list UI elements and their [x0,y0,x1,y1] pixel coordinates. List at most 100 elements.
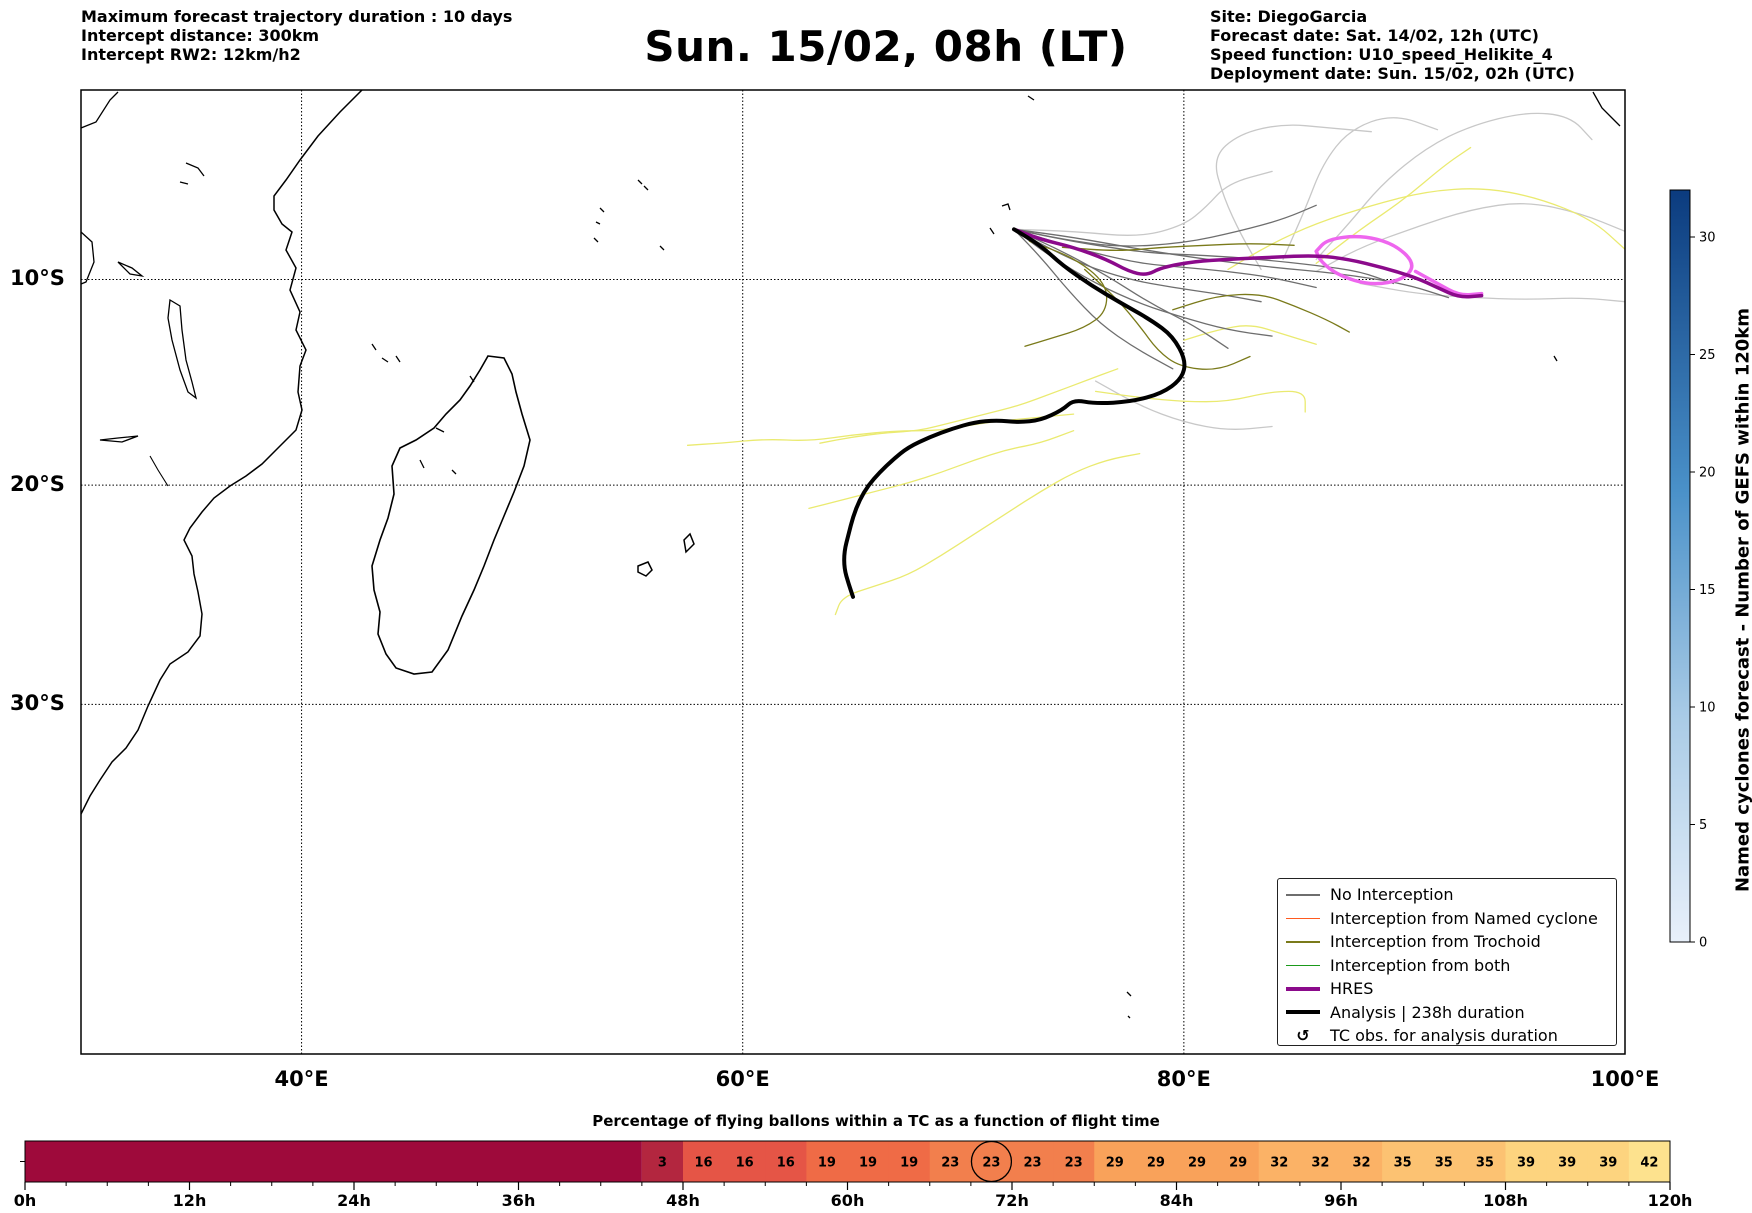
colorbar-ticks: 0 5 10 15 20 25 30 [1690,231,1716,951]
trajectory-layer [686,112,1625,616]
horn-coastline [81,91,119,129]
bar-cell-value: 19 [818,1156,836,1171]
bar-cell-value: 19 [900,1156,918,1171]
africa-coastline [81,90,363,815]
trajectory-nointerception-light [1282,117,1439,261]
zanzibar-islands [419,375,475,475]
colorbar-tick-label: 10 [1699,701,1716,716]
bar-cell [929,1141,972,1182]
bar-cell [1464,1141,1506,1182]
bar-cell-value: 32 [1311,1156,1329,1171]
bar-tick-label: 96h [1324,1191,1358,1210]
page-title: Sun. 15/02, 08h (LT) [644,22,1128,71]
bar-tick-label: 120h [1648,1191,1693,1210]
bar-tick-label: 60h [831,1191,865,1210]
mauritius-island [683,532,695,554]
legend-label: Interception from Named cyclone [1330,908,1598,928]
bar-cell-value: 35 [1476,1156,1494,1171]
legend-entry: ↺ TC obs. for analysis duration [1278,1024,1616,1048]
trajectory-trochoid-light [808,430,1075,510]
colorbar: 0 5 10 15 20 25 30 [1669,189,1716,951]
trajectory-trochoid-light [834,452,1141,616]
bar-cell [1217,1141,1260,1182]
lon-tick-label: 60°E [715,1067,770,1091]
bar-cell-value: 29 [1229,1156,1247,1171]
percentage-bar-title: Percentage of flying ballons within a TC… [592,1112,1160,1130]
inland-line [149,455,169,487]
legend-swatch [1286,894,1320,896]
lat-tick-label: 20°S [10,472,65,497]
bar-cell-value: 39 [1517,1156,1535,1171]
lon-tick-label: 80°E [1156,1067,1211,1091]
bar-cell-value: 23 [941,1156,959,1171]
bar-cell-value: 19 [859,1156,877,1171]
trajectory-hres-light [1413,269,1484,297]
bar-cell-value: 39 [1599,1156,1617,1171]
trajectory-nointerception-light [1215,124,1372,271]
legend-label: Interception from both [1330,955,1511,975]
trajectory-analysis [842,227,1187,599]
legend-label: No Interception [1330,885,1454,905]
chagos-islands [1027,91,1621,127]
colorbar-tick-label: 15 [1699,583,1716,598]
bar-tick-label: 48h [666,1191,700,1210]
bar-cell-value: 42 [1640,1156,1658,1171]
legend-swatch [1286,941,1320,943]
site-parameters: Site: DiegoGarcia Forecast date: Sat. 14… [1210,7,1575,83]
bar-cell [1628,1141,1671,1182]
deployment-date-line: Deployment date: Sun. 15/02, 02h (UTC) [1210,64,1575,83]
bar-cell [1176,1141,1219,1182]
trajectory-trochoid [1061,243,1295,251]
legend-label: HRES [1330,979,1374,999]
lat-tick-label: 30°S [10,691,65,716]
bar-cell-value: 16 [695,1156,713,1171]
diego-garcia-island [989,203,1011,235]
lon-tick-label: 100°E [1590,1067,1660,1091]
trajectory-trochoid-light [819,368,1119,444]
bar-cell [1382,1141,1424,1182]
legend-entry: Interception from both [1278,954,1616,978]
lake-kariba [99,435,139,443]
bar-cell-value: 35 [1435,1156,1453,1171]
trajectory-hres [1012,227,1484,299]
lake-victoria [81,231,95,285]
legend-entry: No Interception [1278,883,1616,907]
trajectory-nointerception-light [1359,282,1625,303]
bar-cell-value: 35 [1394,1156,1412,1171]
colorbar-gradient [1669,189,1691,943]
site-line: Site: DiegoGarcia [1210,7,1368,26]
bar-cell [1341,1141,1383,1182]
bar-cell-value: 39 [1558,1156,1576,1171]
intercept-distance-line: Intercept distance: 300km [81,26,320,45]
seychelles-islands [593,179,665,251]
legend-swatch [1286,964,1320,966]
bar-cell [1053,1141,1095,1182]
trajectory-trochoid-light [1315,146,1472,265]
trajectory-nointerception-light [1013,170,1273,236]
colorbar-tick-label: 25 [1699,348,1716,363]
bar-cell [683,1141,725,1182]
bar-tick-label: 24h [337,1191,371,1210]
bar-cell [888,1141,931,1182]
legend-swatch [1286,1010,1320,1015]
coastline-layer [81,90,1621,1019]
bar-cell [1423,1141,1465,1182]
amsterdam-island [1126,355,1558,1019]
colorbar-tick-label: 30 [1699,231,1716,246]
lake-malawi [167,298,198,400]
bar-tick-label: 12h [173,1191,207,1210]
bar-cell-value: 23 [1065,1156,1083,1171]
forecast-parameters: Maximum forecast trajectory duration : 1… [81,7,512,64]
bar-cell [1546,1141,1589,1182]
legend-label: Interception from Trochoid [1330,932,1541,952]
trajectory-trochoid-light [1183,325,1317,345]
bar-cell [1012,1141,1054,1182]
map-legend: No Interception Interception from Named c… [1277,878,1617,1046]
bar-cell-value: 3 [658,1156,667,1171]
speed-function-line: Speed function: U10_speed_Helikite_4 [1210,45,1553,64]
bar-cell [1135,1141,1177,1182]
bar-cell [806,1141,848,1182]
map-frame [80,89,1626,1055]
lake-tanganyika [117,261,145,278]
